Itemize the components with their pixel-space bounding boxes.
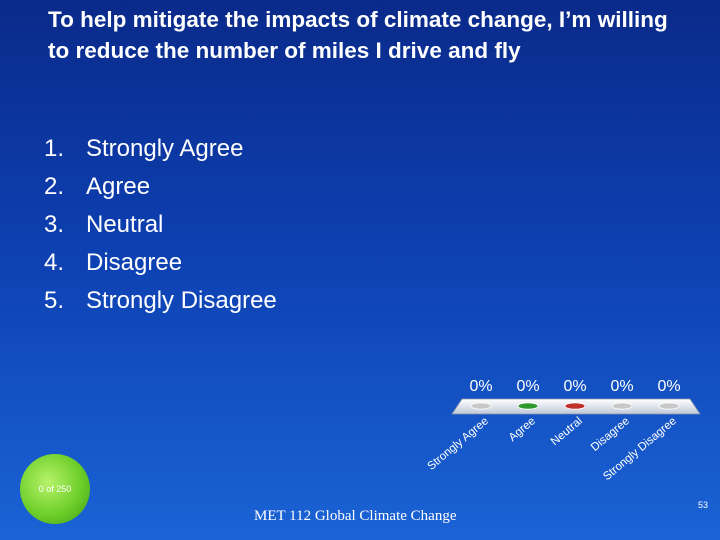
bar-cap-1	[470, 402, 492, 410]
bar-cap-3	[564, 402, 586, 410]
slide-number: 53	[698, 500, 709, 510]
value-label-2: 0%	[516, 378, 539, 395]
option-number: 3.	[44, 211, 65, 238]
value-label-5: 0%	[657, 378, 680, 395]
option-label: Strongly Disagree	[86, 287, 277, 314]
category-label-1: Strongly Agree	[425, 415, 491, 473]
option-number: 1.	[44, 135, 65, 162]
category-label-3: Neutral	[549, 415, 585, 448]
category-label-4: Disagree	[589, 415, 632, 454]
option-number: 2.	[44, 173, 65, 200]
footer-course-title: MET 112 Global Climate Change	[254, 508, 457, 524]
bar-cap-4	[611, 402, 633, 410]
answer-options: 1. Strongly Agree 2. Agree 3. Neutral 4. Dis…	[44, 130, 277, 320]
option-label: Agree	[86, 173, 151, 200]
response-counter: 0 of 250	[20, 454, 90, 524]
option-3: 3. Neutral	[44, 206, 277, 244]
category-label-2: Agree	[507, 415, 538, 444]
value-label-4: 0%	[610, 378, 633, 395]
option-label: Strongly Agree	[86, 135, 244, 162]
value-label-1: 0%	[469, 378, 492, 395]
value-label-3: 0%	[563, 378, 586, 395]
option-number: 5.	[44, 287, 65, 314]
option-1: 1. Strongly Agree	[44, 130, 277, 168]
option-label: Disagree	[86, 249, 183, 276]
option-2: 2. Agree	[44, 168, 277, 206]
option-label: Neutral	[86, 211, 164, 238]
bar-cap-2	[517, 402, 539, 410]
option-5: 5. Strongly Disagree	[44, 282, 277, 320]
option-number: 4.	[44, 249, 65, 276]
option-4: 4. Disagree	[44, 244, 277, 282]
question-title: To help mitigate the impacts of climate …	[48, 7, 668, 63]
bar-cap-5	[658, 402, 680, 410]
